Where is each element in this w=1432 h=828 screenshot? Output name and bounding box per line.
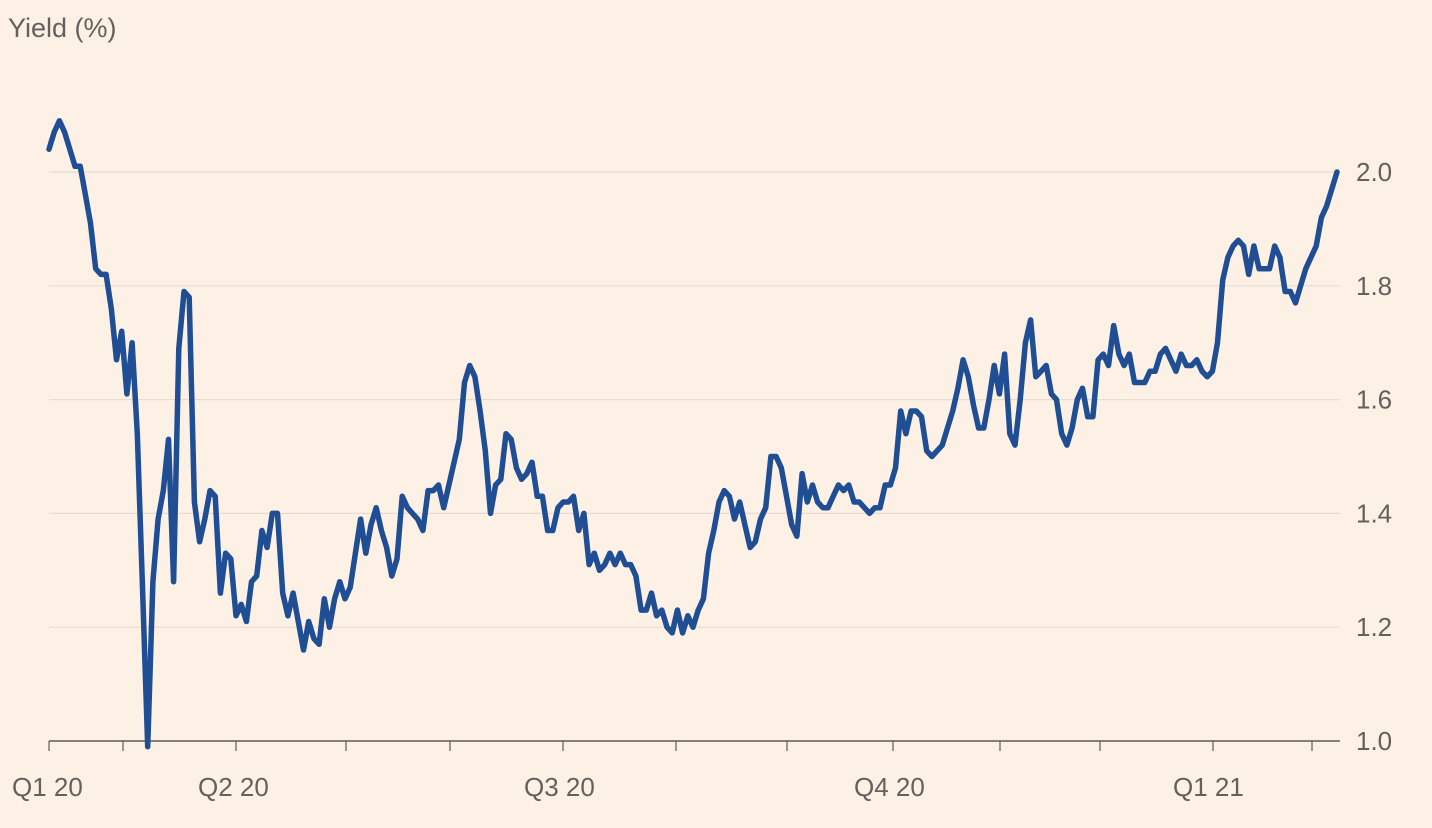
y-tick-label: 1.8 (1356, 271, 1392, 301)
y-tick-label: 1.4 (1356, 498, 1392, 528)
y-tick-label: 1.6 (1356, 385, 1392, 415)
x-tick-label: Q3 20 (524, 772, 595, 802)
y-tick-label: 1.0 (1356, 726, 1392, 756)
x-tick-label: Q1 20 (12, 772, 83, 802)
x-tick-label: Q2 20 (198, 772, 269, 802)
x-tick-label: Q4 20 (854, 772, 925, 802)
series-layer (46, 118, 1340, 750)
y-tick-label: 2.0 (1356, 157, 1392, 187)
x-tick-label: Q1 21 (1173, 772, 1244, 802)
series-line (46, 118, 1340, 750)
gridlines (49, 171, 1340, 628)
y-axis-tick-labels: 1.0 1.2 1.4 1.6 1.8 2.0 (1356, 157, 1392, 756)
x-axis: Q1 20 Q2 20 Q3 20 Q4 20 Q1 21 (12, 740, 1340, 802)
y-axis-title: Yield (%) (8, 13, 117, 43)
y-tick-label: 1.2 (1356, 612, 1392, 642)
